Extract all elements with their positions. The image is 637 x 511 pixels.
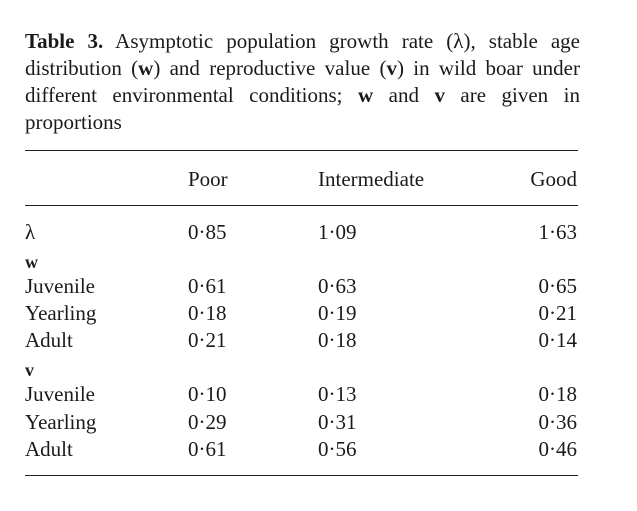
table-cell: 0·65 xyxy=(538,274,578,298)
table-bottom-rule xyxy=(25,475,578,476)
table-cell: 1·09 xyxy=(318,220,357,244)
column-header-intermediate: Intermediate xyxy=(318,167,425,191)
table-cell: 0·63 xyxy=(318,274,357,298)
table-cell: 0·61 xyxy=(188,437,227,461)
table-cell: 0·36 xyxy=(538,410,578,434)
table-cell: 0·85 xyxy=(188,220,227,244)
table-cell: 0·14 xyxy=(538,328,578,352)
caption-w-symbol: w xyxy=(138,56,154,80)
column-header-poor: Poor xyxy=(188,167,228,191)
table-cell: 0·13 xyxy=(318,382,357,406)
caption-text: ) in wild boar under different environme… xyxy=(25,56,580,107)
caption-text: ) and reproductive value ( xyxy=(153,56,387,80)
table-cell: 0·18 xyxy=(538,382,578,406)
table-cell: 0·10 xyxy=(188,382,227,406)
row-label: Adult xyxy=(25,437,73,461)
table-cell: 0·56 xyxy=(318,437,357,461)
row-label: Juvenile xyxy=(25,274,95,298)
caption-text: Asymptotic population growth rate (λ), s… xyxy=(25,29,580,80)
group-label: v xyxy=(25,360,34,380)
table-cell: 0·21 xyxy=(188,328,227,352)
caption-text: and xyxy=(373,83,435,107)
row-label: Yearling xyxy=(25,301,97,325)
table-cell: 0·19 xyxy=(318,301,357,325)
row-label: Yearling xyxy=(25,410,97,434)
table-cell: 0·18 xyxy=(188,301,227,325)
caption-v-symbol: v xyxy=(386,56,397,80)
table-cell: 0·21 xyxy=(538,301,578,325)
caption-v-symbol: v xyxy=(434,83,445,107)
table-top-rule xyxy=(25,150,578,151)
row-label: Adult xyxy=(25,328,73,352)
table-cell: 0·61 xyxy=(188,274,227,298)
table-cell: 0·46 xyxy=(538,437,578,461)
table-cell: 1·63 xyxy=(538,220,578,244)
table-header-rule xyxy=(25,205,578,206)
caption-w-symbol: w xyxy=(357,83,374,107)
group-label: w xyxy=(25,252,38,272)
caption-text: are given in proportions xyxy=(25,83,580,134)
table-cell: 0·18 xyxy=(318,328,357,352)
table-label: Table 3. xyxy=(25,29,104,53)
row-label: Juvenile xyxy=(25,382,95,406)
row-label: λ xyxy=(25,220,36,244)
table-cell: 0·29 xyxy=(188,410,227,434)
table-caption: Table 3. Asymptotic population growth ra… xyxy=(25,28,580,136)
table-cell: 0·31 xyxy=(318,410,357,434)
column-header-good: Good xyxy=(530,167,577,191)
